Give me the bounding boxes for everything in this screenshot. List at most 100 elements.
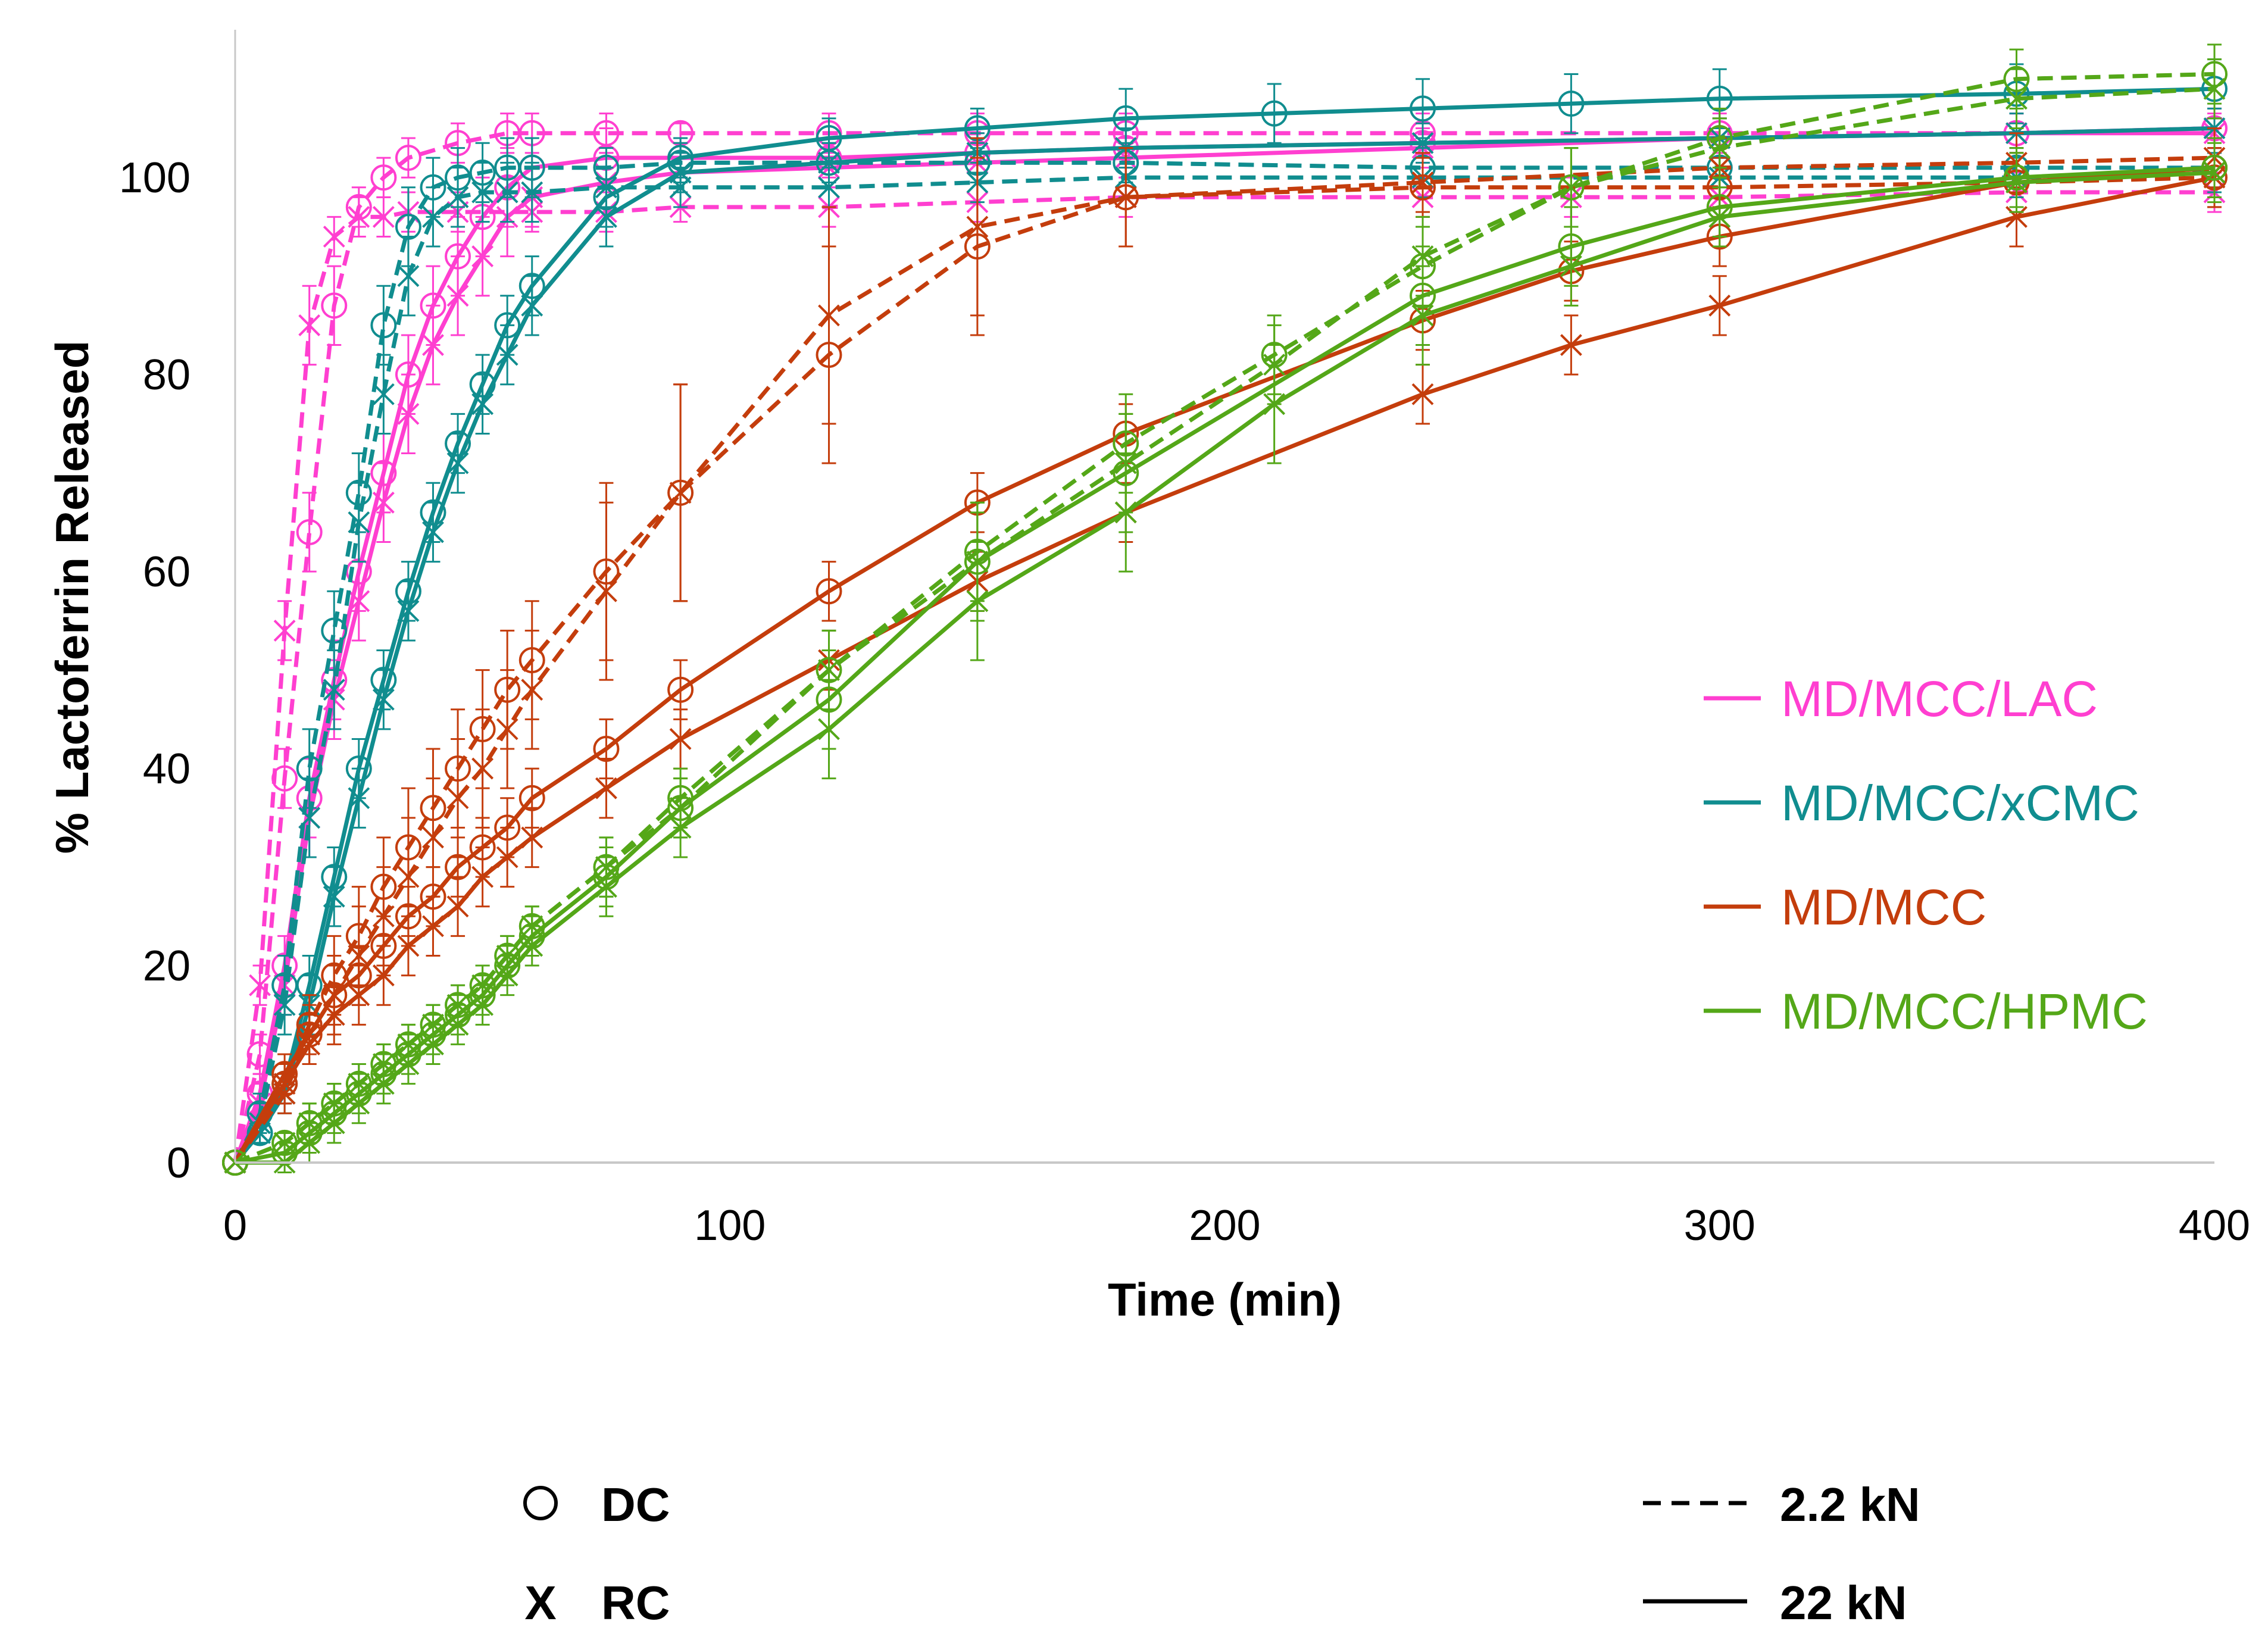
- series-line: [233, 175, 2215, 1164]
- data-point-x: [422, 334, 444, 356]
- data-point-x: [496, 964, 518, 987]
- legend-item: MD/MCC/HPMC: [1704, 983, 2148, 1039]
- data-point-x: [818, 304, 840, 327]
- data-point-x: [372, 205, 395, 228]
- data-point-x: [669, 161, 692, 184]
- legend-item: MD/MCC: [1704, 879, 1986, 935]
- marker-key-label: RC: [601, 1576, 670, 1629]
- data-point-x-stroke: [446, 452, 469, 474]
- data-point-circle: [1558, 90, 1585, 117]
- data-point-x: [348, 1092, 370, 1115]
- data-point-x-stroke: [669, 482, 692, 504]
- data-point-x: [595, 580, 617, 602]
- data-point-x: [348, 205, 370, 228]
- data-point-x-stroke: [496, 718, 518, 741]
- data-point-x-stroke: [818, 176, 840, 199]
- data-point-x: [422, 205, 444, 228]
- data-point-x: [471, 994, 494, 1016]
- data-point-x-stroke: [372, 205, 395, 228]
- data-point-x-stroke: [471, 245, 494, 268]
- data-point-x-stroke: [496, 181, 518, 204]
- data-point-x: [669, 816, 692, 839]
- data-point-x: [1411, 304, 1434, 327]
- data-point-x: [521, 679, 543, 701]
- data-point-x-stroke: [323, 1112, 345, 1135]
- data-point-x-stroke: [1560, 334, 1582, 356]
- data-point-x: [397, 599, 420, 622]
- data-point-x-stroke: [249, 974, 271, 997]
- x-tick-label: 0: [223, 1202, 247, 1249]
- marker-key-circle: [523, 1486, 558, 1520]
- data-point-x-stroke: [348, 205, 370, 228]
- error-bar: [1267, 83, 1282, 144]
- data-point-x-stroke: [669, 728, 692, 750]
- x-tick-label: 200: [1189, 1202, 1260, 1249]
- data-point-circle: [395, 145, 421, 171]
- plot-area: [222, 43, 2228, 1176]
- data-point-circle: [321, 292, 348, 319]
- data-point-x: [372, 1073, 395, 1095]
- data-point-x: [1411, 383, 1434, 405]
- data-point-x-stroke: [298, 1033, 321, 1055]
- data-point-circle: [1261, 100, 1288, 127]
- data-point-x: [422, 1033, 444, 1055]
- data-point-x: [446, 1013, 469, 1036]
- data-point-x: [471, 393, 494, 416]
- line-key-item: 22 kN: [1643, 1576, 1907, 1629]
- data-point-x-stroke: [298, 807, 321, 829]
- data-point-x-stroke: [496, 964, 518, 987]
- data-point-x-stroke: [521, 181, 543, 204]
- data-point-x-stroke: [397, 599, 420, 622]
- data-point-x: [397, 265, 420, 288]
- data-point-x: [966, 590, 989, 613]
- data-point-x-stroke: [2005, 205, 2028, 228]
- line-key-label: 2.2 kN: [1780, 1478, 1920, 1531]
- data-point-x: [422, 915, 444, 938]
- data-point-x-stroke: [1411, 171, 1434, 193]
- data-point-x: [1708, 205, 1731, 228]
- axes: 0 100 200 300 400 0 20 40 60 80 100 Time (min) % …: [46, 30, 2250, 1326]
- series-line: [233, 190, 2214, 1163]
- y-tick-label: 20: [143, 942, 190, 990]
- data-point-x-stroke: [471, 866, 494, 888]
- data-point-x-stroke: [521, 826, 543, 849]
- data-point-x-stroke: [397, 935, 420, 957]
- data-point-x: [397, 402, 420, 425]
- data-point-x: [446, 895, 469, 918]
- data-point-x: [298, 1132, 321, 1154]
- data-point-x-stroke: [595, 580, 617, 602]
- error-bar: [327, 265, 342, 346]
- data-point-x: [818, 718, 840, 741]
- data-point-x-stroke: [348, 511, 370, 533]
- series-line: [233, 165, 2215, 1164]
- data-point-x-stroke: [372, 1073, 395, 1095]
- data-point-x: [2005, 205, 2028, 228]
- legend-label: MD/MCC/HPMC: [1781, 983, 2148, 1039]
- data-point-x-stroke: [397, 265, 420, 288]
- data-point-x: [471, 181, 494, 204]
- data-point-x-stroke: [1560, 255, 1582, 277]
- data-point-x-stroke: [471, 757, 494, 780]
- x-tick-label: 400: [2179, 1202, 2250, 1249]
- data-point-x: [521, 181, 543, 204]
- data-point-x: [422, 826, 444, 849]
- data-point-x-stroke: [273, 620, 296, 642]
- data-point-x-stroke: [1411, 304, 1434, 327]
- data-point-x-stroke: [2203, 161, 2226, 184]
- data-point-x: [298, 1033, 321, 1055]
- error-bar: [302, 492, 317, 573]
- data-point-x-stroke: [298, 314, 321, 336]
- data-point-x: [298, 807, 321, 829]
- data-point-x-stroke: [966, 590, 989, 613]
- data-point-x-stroke: [595, 777, 617, 799]
- data-point-x: [298, 314, 321, 336]
- data-point-x-stroke: [2005, 171, 2028, 193]
- data-point-x: [1263, 393, 1286, 416]
- data-point-x: [348, 590, 370, 613]
- data-point-circle: [321, 617, 348, 644]
- data-point-x-stroke: [1411, 383, 1434, 405]
- y-tick-labels: 0 20 40 60 80 100: [119, 154, 190, 1187]
- series-line: [235, 165, 2215, 1165]
- data-point-x: [595, 777, 617, 799]
- data-point-x-stroke: [521, 679, 543, 701]
